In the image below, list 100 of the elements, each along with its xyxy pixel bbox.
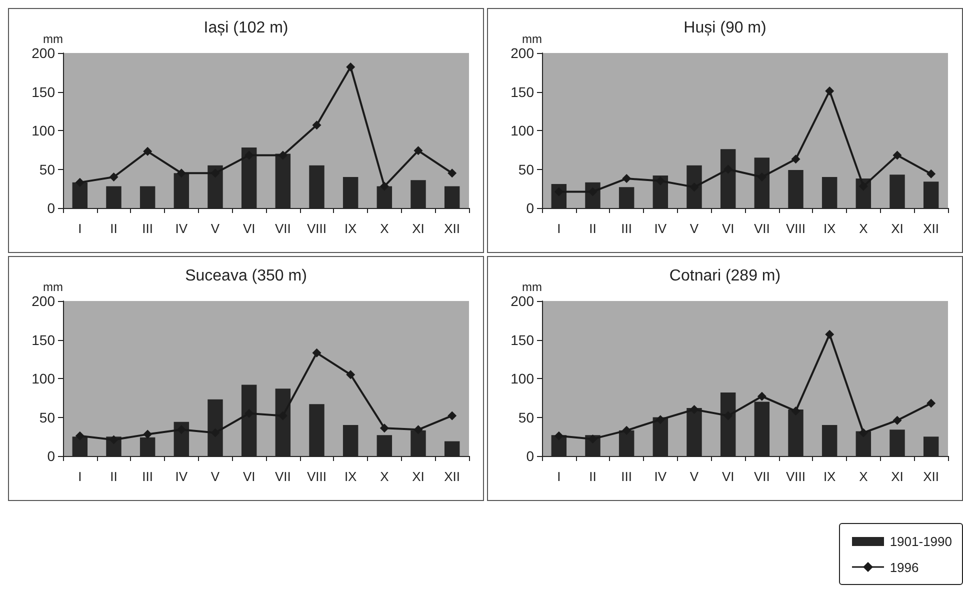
point (448, 411, 457, 420)
x-tick-label: I (78, 469, 82, 484)
x-tick-label: XII (923, 469, 940, 484)
y-tick-label: 100 (510, 370, 534, 386)
point (757, 392, 766, 401)
x-tick-label: XI (412, 221, 424, 236)
point (346, 370, 356, 380)
y-tick-label: 50 (39, 161, 56, 178)
y-tick-label: 200 (510, 45, 534, 61)
y-tick-label: 100 (510, 122, 534, 138)
point (109, 435, 118, 444)
point (588, 434, 598, 444)
x-tick-label: VI (722, 221, 734, 236)
x-tick-label: II (110, 469, 118, 484)
y-axis-title: mm (522, 32, 542, 46)
point (690, 405, 699, 414)
x-tick-label: VIII (306, 221, 327, 236)
point (926, 169, 936, 178)
x-tick-label: I (557, 221, 561, 236)
x-tick-label: XII (923, 221, 940, 236)
x-tick-label: II (589, 469, 596, 484)
point (143, 430, 152, 439)
point (825, 86, 834, 96)
point (791, 406, 800, 416)
point (622, 174, 632, 184)
point (143, 146, 152, 156)
x-tick-label: II (589, 221, 596, 236)
point (414, 146, 423, 156)
point (825, 330, 834, 339)
x-tick-label: VII (274, 221, 291, 236)
point (75, 431, 84, 440)
chart-title: Iași (102 m) (204, 20, 288, 36)
x-tick-label: X (859, 469, 868, 484)
y-tick-label: 150 (510, 84, 534, 100)
x-tick-label: IX (344, 221, 358, 236)
y-axis-title: mm (43, 32, 63, 46)
y-tick-label: 150 (510, 332, 534, 348)
y-tick-label: 50 (518, 161, 534, 178)
x-tick-label: III (621, 221, 632, 236)
x-tick-label: III (142, 221, 154, 236)
x-tick-label: X (859, 221, 868, 236)
x-tick-label: IX (823, 469, 836, 484)
y-tick-label: 200 (32, 293, 56, 309)
point (858, 428, 868, 438)
y-axis-title: mm (522, 280, 542, 294)
y-tick-label: 50 (39, 409, 56, 426)
x-tick-label: III (621, 469, 632, 484)
x-tick-label: III (142, 469, 154, 484)
x-tick-label: XI (891, 221, 904, 236)
y-tick-label: 0 (47, 200, 56, 216)
x-tick-label: V (210, 221, 220, 236)
legend-label: 1996 (890, 560, 919, 574)
x-tick-label: XII (444, 221, 460, 236)
x-tick-label: XI (891, 469, 904, 484)
point (109, 172, 118, 182)
x-tick-label: V (210, 469, 220, 484)
point (926, 398, 936, 408)
legend-label: 1901-1990 (890, 534, 952, 548)
x-tick-label: VI (722, 469, 734, 484)
y-tick-label: 200 (32, 45, 56, 61)
x-tick-label: IV (175, 469, 188, 484)
point (791, 154, 800, 164)
point (554, 431, 564, 440)
x-tick-label: VII (754, 221, 770, 236)
point (448, 168, 457, 178)
y-tick-label: 0 (526, 200, 534, 216)
point (380, 182, 389, 191)
point (75, 178, 84, 187)
x-tick-label: IV (175, 221, 188, 236)
y-tick-label: 200 (510, 293, 534, 309)
y-axis-title: mm (43, 280, 63, 294)
x-tick-label: I (557, 469, 561, 484)
x-tick-label: XII (444, 469, 460, 484)
point (892, 416, 902, 425)
x-tick-label: V (690, 221, 699, 236)
x-tick-label: XI (412, 469, 424, 484)
y-tick-label: 0 (526, 448, 534, 464)
point (312, 120, 322, 130)
chart-title: Cotnari (289 m) (669, 268, 781, 284)
y-tick-label: 150 (32, 332, 56, 348)
y-tick-label: 150 (32, 84, 56, 100)
point (312, 348, 322, 358)
x-tick-label: II (110, 221, 118, 236)
x-tick-label: VI (242, 221, 256, 236)
point (414, 425, 423, 434)
chart-title: Huși (90 m) (684, 20, 766, 36)
x-tick-label: VI (242, 469, 256, 484)
chart-title: Suceava (350 m) (185, 268, 307, 284)
y-tick-label: 0 (47, 448, 56, 464)
point (346, 62, 356, 72)
x-tick-label: IX (823, 221, 836, 236)
x-tick-label: VIII (306, 469, 327, 484)
x-tick-label: IV (654, 221, 667, 236)
y-tick-label: 100 (32, 370, 56, 386)
x-tick-label: X (380, 221, 390, 236)
y-tick-label: 50 (518, 409, 534, 426)
x-tick-label: IV (654, 469, 667, 484)
x-tick-label: I (78, 221, 82, 236)
x-tick-label: VIII (786, 469, 806, 484)
point (380, 424, 389, 433)
